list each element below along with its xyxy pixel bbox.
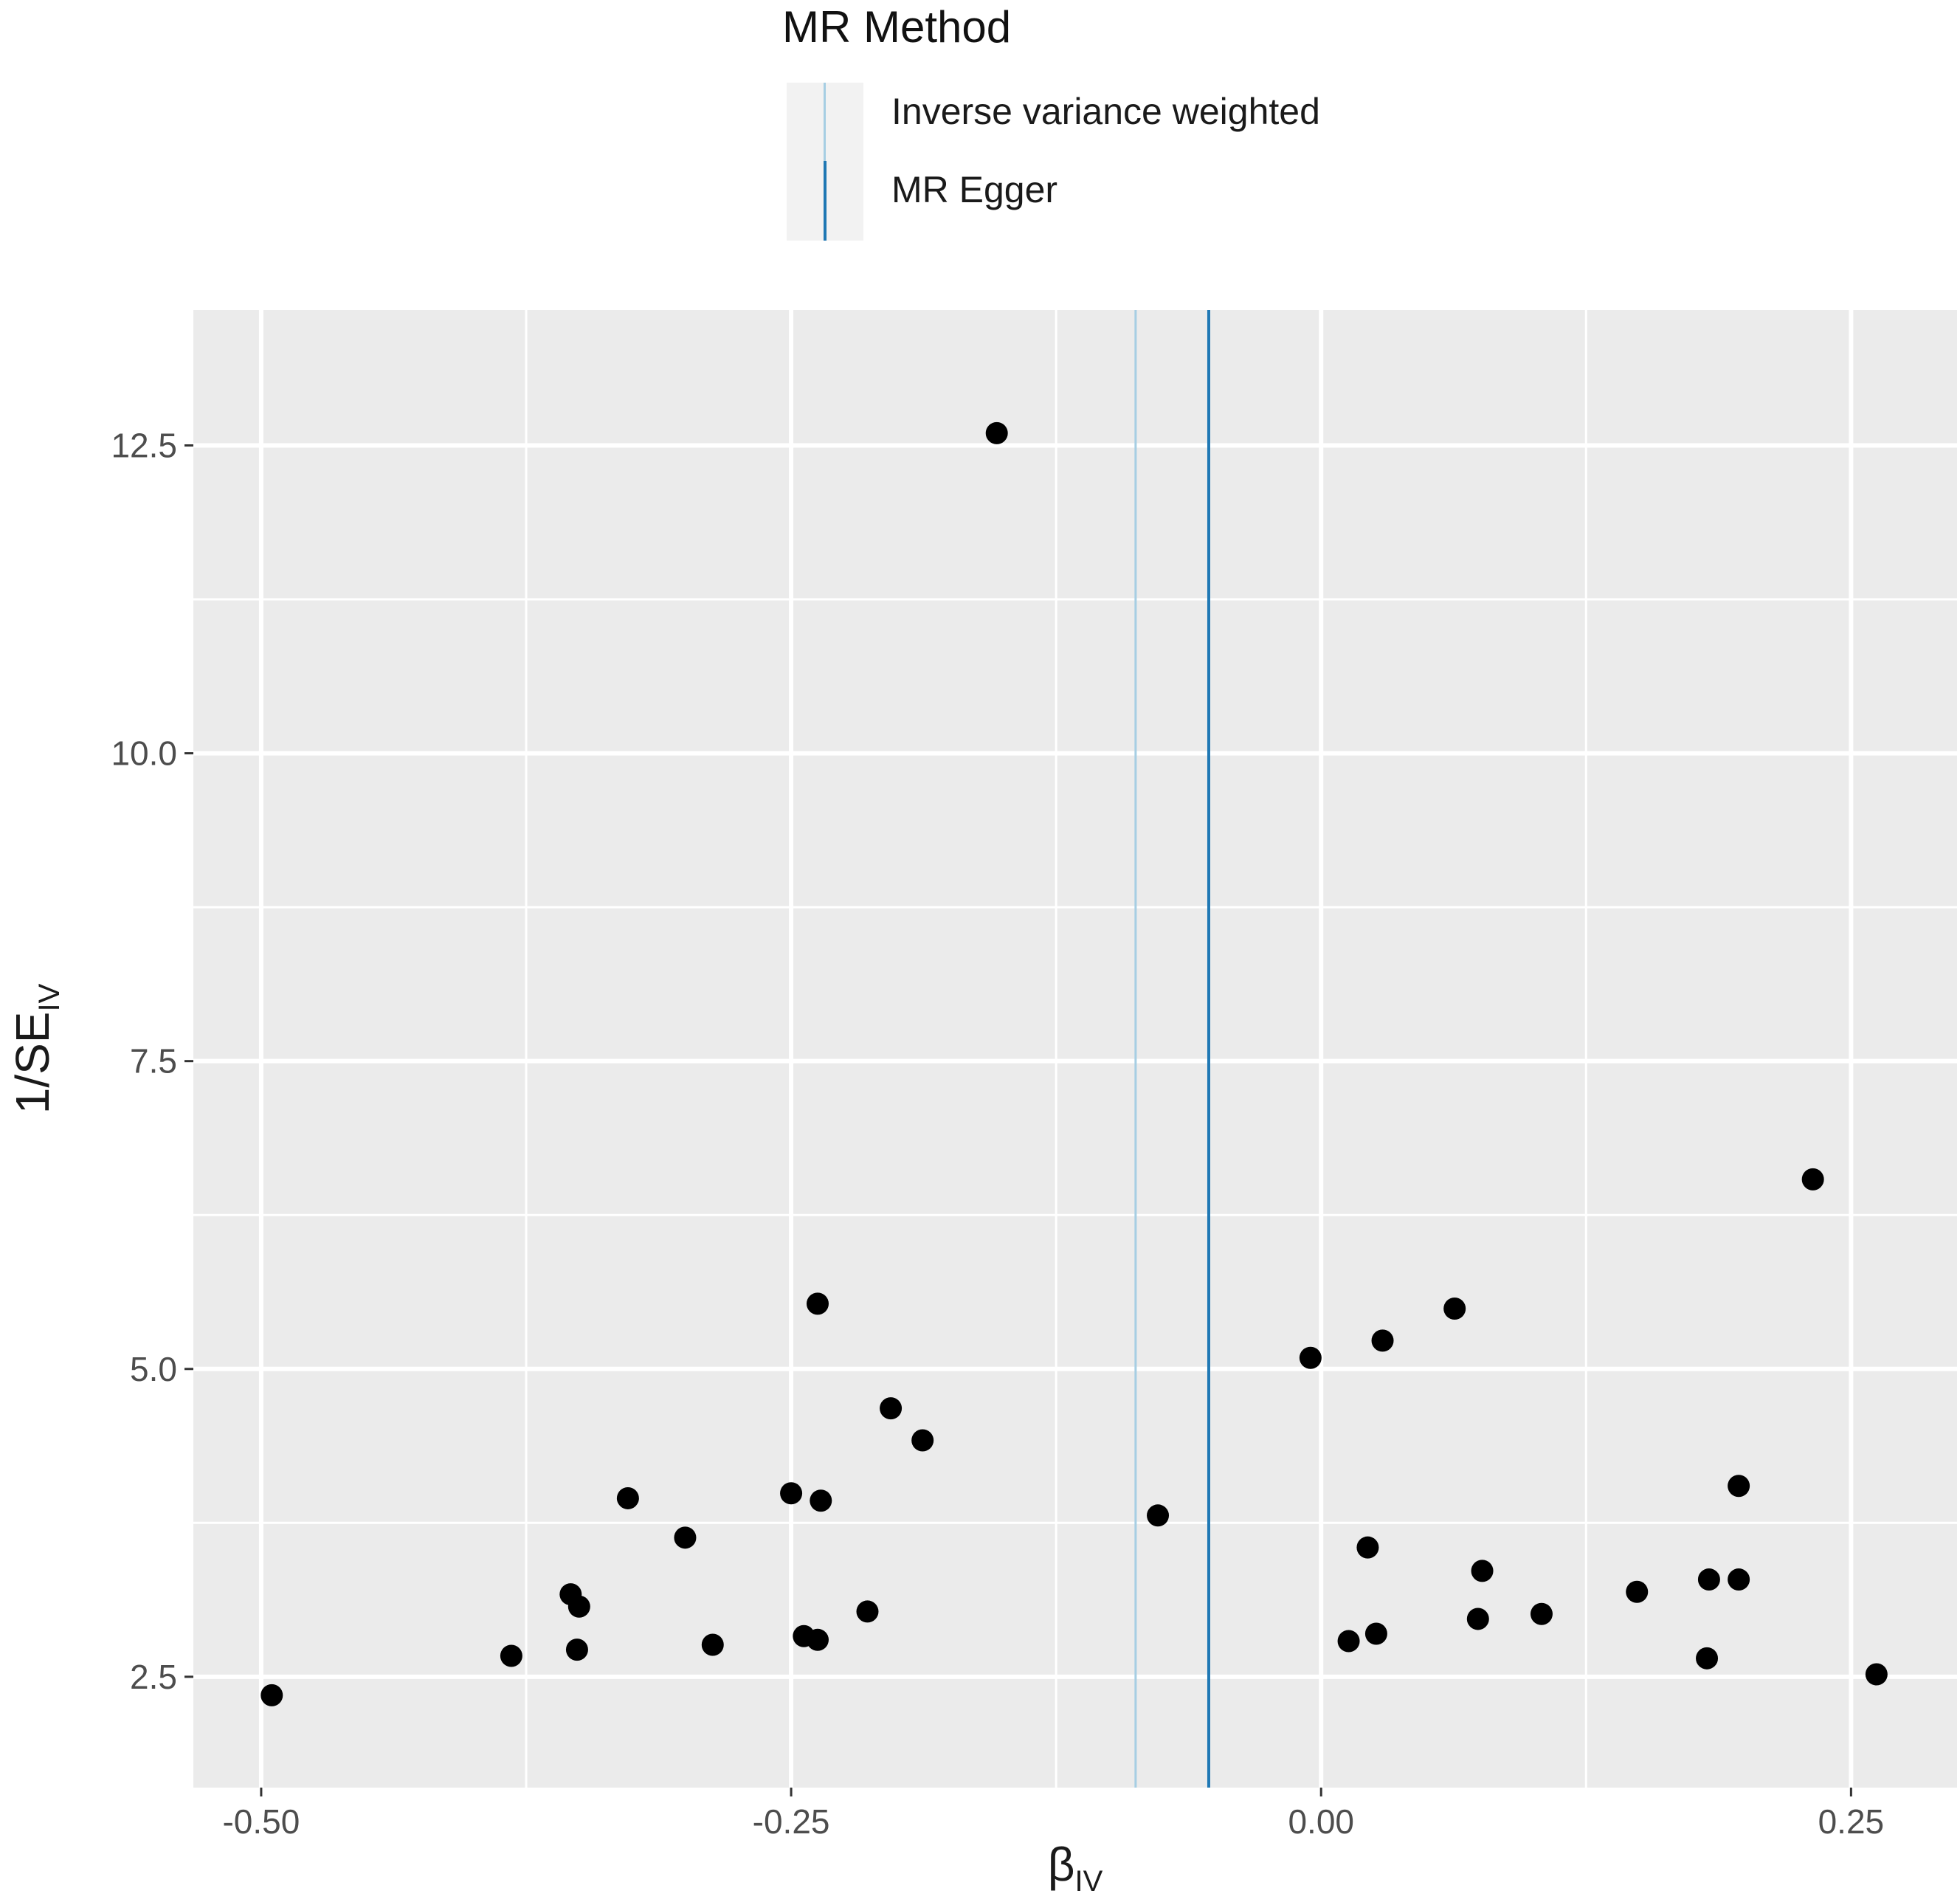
y-tick-label: 12.5 (111, 427, 177, 465)
method-lines (1134, 310, 1210, 1788)
grid-minor (193, 310, 1957, 1788)
data-point (806, 1292, 829, 1315)
data-point (1337, 1630, 1360, 1653)
data-point (985, 421, 1008, 444)
legend-key-inverse-variance-weighted (824, 83, 826, 161)
y-tick-label: 2.5 (130, 1658, 177, 1696)
data-point (1147, 1504, 1170, 1527)
x-axis-title-subscript: IV (1075, 1865, 1103, 1898)
data-point (1801, 1168, 1824, 1191)
data-point (1299, 1346, 1322, 1369)
data-point (500, 1644, 522, 1667)
data-point (880, 1397, 903, 1420)
x-tick-label: 0.25 (1818, 1802, 1885, 1841)
plot-panel (193, 310, 1957, 1788)
data-point (1471, 1560, 1494, 1582)
data-point (701, 1633, 724, 1656)
data-point (780, 1482, 803, 1505)
data-point (806, 1628, 829, 1651)
data-point (911, 1429, 934, 1452)
legend: MR Method Inverse variance weighted MR E… (782, 0, 1446, 244)
data-point (1865, 1663, 1888, 1686)
y-tick-label: 5.0 (130, 1350, 177, 1388)
data-point (674, 1526, 697, 1549)
data-point (1728, 1475, 1750, 1498)
y-axis: 2.5 5.0 7.5 10.0 12.5 (111, 427, 193, 1696)
data-points (260, 421, 1888, 1706)
data-point (1466, 1608, 1489, 1630)
data-point (1626, 1580, 1649, 1603)
data-point (1364, 1622, 1387, 1645)
data-point (565, 1639, 588, 1661)
x-tick-label: 0.00 (1288, 1802, 1354, 1841)
y-tick-label: 10.0 (111, 734, 177, 773)
data-point (260, 1684, 283, 1706)
y-axis-title-subscript: IV (33, 983, 66, 1011)
data-point (1728, 1568, 1750, 1591)
data-point (1697, 1568, 1720, 1591)
data-point (810, 1489, 832, 1512)
legend-key-mr-egger (824, 161, 827, 241)
y-axis-title-main: 1/SE (6, 1012, 59, 1114)
x-axis-title: βIV (1048, 1838, 1103, 1898)
x-tick-label: -0.25 (753, 1802, 830, 1841)
legend-title: MR Method (782, 2, 1012, 52)
data-point (1696, 1647, 1719, 1670)
legend-label-mr-egger: MR Egger (891, 169, 1058, 210)
y-tick-label: 7.5 (130, 1042, 177, 1081)
legend-label-inverse-variance-weighted: Inverse variance weighted (891, 91, 1320, 132)
x-axis: -0.50 -0.25 0.00 0.25 (222, 1788, 1884, 1841)
x-axis-title-main: β (1048, 1838, 1075, 1891)
grid-major (193, 310, 1957, 1788)
legend-keys (787, 83, 863, 241)
x-tick-label: -0.50 (222, 1802, 300, 1841)
y-axis-title: 1/SEIV (6, 983, 66, 1114)
data-point (1371, 1329, 1394, 1352)
data-point (1530, 1602, 1553, 1625)
data-point (567, 1595, 590, 1618)
data-point (616, 1486, 639, 1509)
data-point (856, 1600, 879, 1623)
data-point (1443, 1298, 1466, 1320)
data-point (1356, 1536, 1379, 1559)
